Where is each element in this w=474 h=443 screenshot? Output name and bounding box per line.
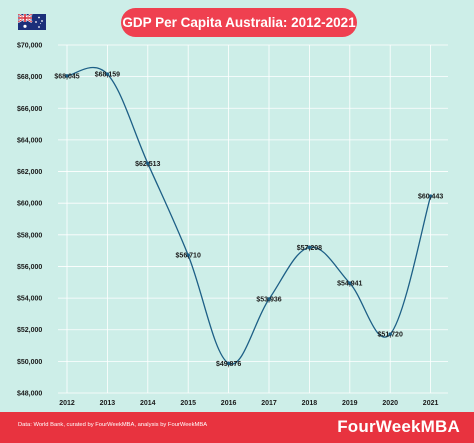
footer-bar: Data: World Bank, curated by FourWeekMBA… [0,412,474,443]
x-tick-label: 2013 [100,400,116,407]
y-axis: $48,000 $50,000 $52,000 $54,000 $56,000 $58,0… [17,43,42,398]
data-label: $49,876 [216,361,241,368]
x-tick-label: 2019 [342,400,358,407]
data-points [65,72,433,366]
data-point [146,161,150,166]
data-point [428,194,433,198]
data-labels: $68,045 $68,159 $62,513 $56,710 $49,876 $53,9… [54,72,443,368]
y-tick-label: $48,000 [17,391,42,398]
x-tick-label: 2016 [221,400,237,407]
y-tick-label: $56,000 [17,264,42,271]
x-tick-label: 2014 [140,400,156,407]
data-point [388,332,393,336]
x-tick-label: 2021 [423,400,439,407]
y-tick-label: $66,000 [17,106,42,113]
data-label: $68,045 [54,73,79,80]
data-label: $60,443 [418,194,443,201]
y-tick-label: $62,000 [17,169,42,176]
series-line-gdp [66,67,432,365]
y-tick-label: $50,000 [17,359,42,366]
data-point [226,361,231,366]
data-point [267,297,271,301]
x-tick-label: 2018 [302,400,318,407]
data-label: $62,513 [135,161,160,168]
footer-source-text: Data: World Bank, curated by FourWeekMBA… [18,422,208,428]
data-label: $51,720 [378,332,403,339]
y-tick-label: $58,000 [17,232,42,239]
data-point [105,72,110,76]
chart-title: GDP Per Capita Australia: 2012-2021 [121,8,357,37]
y-tick-label: $70,000 [17,43,42,50]
data-point [65,74,69,78]
x-tick-label: 2015 [180,400,196,407]
y-tick-label: $54,000 [17,296,42,303]
data-label: $54,941 [337,281,362,288]
data-label: $53,936 [256,297,281,304]
grid-lines [58,44,448,394]
y-tick-label: $68,000 [17,74,42,81]
footer-brand-logo: FourWeekMBA [337,417,460,436]
y-tick-label: $60,000 [17,201,42,208]
y-tick-label: $64,000 [17,137,42,144]
x-axis: 2012 2013 2014 2015 2016 2017 2018 2019 2020 2021 [59,400,438,407]
australia-flag-icon [18,14,46,30]
data-point [348,281,352,286]
x-tick-label: 2017 [261,400,277,407]
x-tick-label: 2020 [382,400,398,407]
data-label: $68,159 [95,72,120,79]
x-tick-label: 2012 [59,400,75,407]
data-label: $56,710 [176,253,201,260]
y-tick-label: $52,000 [17,327,42,334]
data-label: $57,208 [297,245,322,252]
data-point [307,245,312,250]
data-point [186,253,190,258]
